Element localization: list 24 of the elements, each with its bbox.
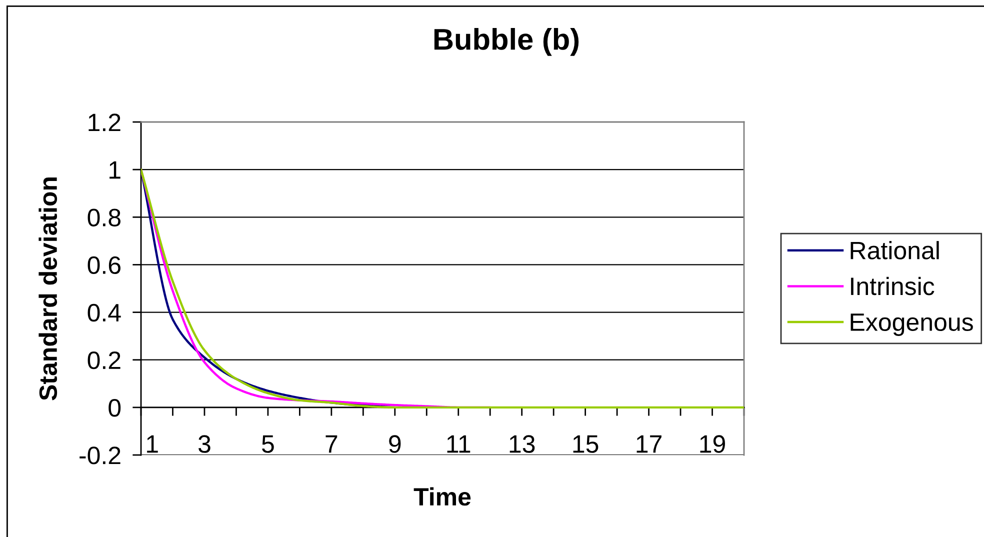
y-tick-label: 0.6	[88, 256, 120, 274]
x-tick-label: 19	[700, 435, 725, 453]
x-tick-label: 5	[262, 435, 274, 453]
y-axis-title: Standard deviation	[38, 178, 58, 400]
y-tick-label: 0.2	[88, 351, 120, 370]
y-tick-label: 0.4	[88, 304, 121, 322]
y-tick-label: 1.2	[88, 114, 120, 132]
chart-title: Bubble (b)	[434, 28, 579, 56]
x-tick-label: 1	[147, 435, 158, 453]
x-tick-label: 9	[389, 435, 401, 453]
y-tick-label: 0	[108, 399, 121, 417]
y-tick-label: 1	[110, 161, 120, 179]
x-tick-label: 11	[447, 435, 470, 453]
x-tick-label: 7	[326, 435, 338, 453]
x-axis-title: Time	[414, 487, 471, 506]
legend-label: Rational	[850, 241, 939, 260]
y-tick-label: -0.2	[80, 446, 120, 464]
y-tick-label: 0.8	[88, 208, 120, 226]
legend-label: Exogenous	[850, 314, 973, 336]
x-tick-label: 17	[636, 435, 662, 453]
x-tick-label: 15	[573, 435, 598, 453]
x-tick-label: 3	[198, 435, 210, 453]
x-tick-label: 13	[510, 435, 535, 453]
legend-label: Intrinsic	[851, 276, 934, 296]
